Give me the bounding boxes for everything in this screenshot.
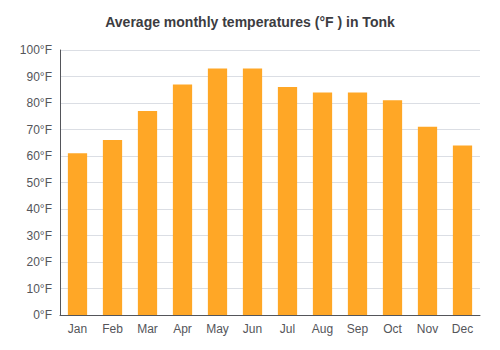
svg-text:20°F: 20°F <box>27 255 52 269</box>
svg-text:90°F: 90°F <box>27 70 52 84</box>
svg-text:Jun: Jun <box>243 322 262 336</box>
svg-text:Aug: Aug <box>312 322 333 336</box>
svg-text:0°F: 0°F <box>33 308 52 322</box>
svg-text:Dec: Dec <box>452 322 473 336</box>
svg-text:Jul: Jul <box>280 322 295 336</box>
svg-text:Sep: Sep <box>347 322 369 336</box>
svg-text:Average monthly temperatures (: Average monthly temperatures (°F ) in To… <box>105 14 395 30</box>
svg-text:May: May <box>206 322 229 336</box>
svg-text:Nov: Nov <box>417 322 438 336</box>
svg-text:Jan: Jan <box>68 322 87 336</box>
svg-text:Apr: Apr <box>173 322 192 336</box>
svg-text:Feb: Feb <box>102 322 123 336</box>
svg-text:70°F: 70°F <box>27 123 52 137</box>
svg-text:Mar: Mar <box>137 322 158 336</box>
svg-text:30°F: 30°F <box>27 229 52 243</box>
svg-text:100°F: 100°F <box>20 43 52 57</box>
svg-text:50°F: 50°F <box>27 176 52 190</box>
svg-text:40°F: 40°F <box>27 202 52 216</box>
svg-text:80°F: 80°F <box>27 96 52 110</box>
svg-text:60°F: 60°F <box>27 149 52 163</box>
svg-text:10°F: 10°F <box>27 282 52 296</box>
svg-text:Oct: Oct <box>383 322 402 336</box>
